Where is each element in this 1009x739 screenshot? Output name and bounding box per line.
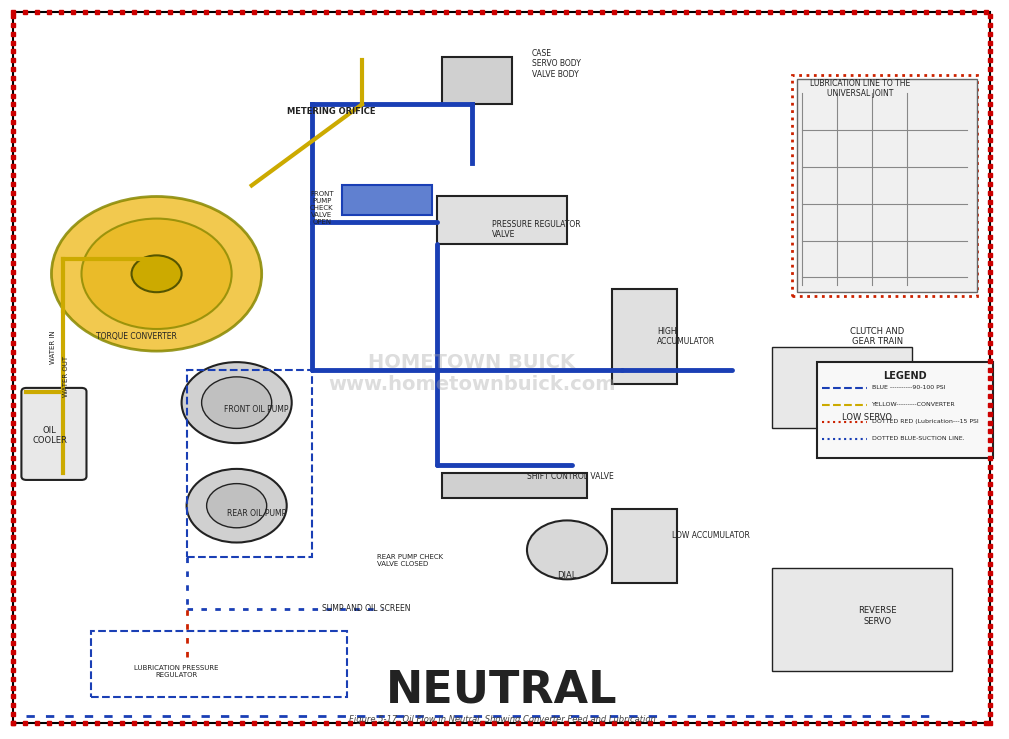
Text: OIL
COOLER: OIL COOLER <box>32 426 67 446</box>
Text: LUBRICATION PRESSURE
REGULATOR: LUBRICATION PRESSURE REGULATOR <box>134 665 219 678</box>
Text: DOTTED RED (Lubrication---15 PSI: DOTTED RED (Lubrication---15 PSI <box>873 419 979 424</box>
Text: DOTTED BLUE-SUCTION LINE.: DOTTED BLUE-SUCTION LINE. <box>873 436 965 441</box>
Text: LOW ACCUMULATOR: LOW ACCUMULATOR <box>672 531 750 539</box>
Text: REVERSE
SERVO: REVERSE SERVO <box>858 607 897 626</box>
Text: NEUTRAL: NEUTRAL <box>386 668 618 711</box>
Bar <box>792 75 978 296</box>
Circle shape <box>51 197 261 351</box>
Text: LOW SERVO: LOW SERVO <box>843 413 892 422</box>
Circle shape <box>187 469 287 542</box>
Circle shape <box>182 362 292 443</box>
Text: SHIFT CONTROL VALVE: SHIFT CONTROL VALVE <box>527 471 613 481</box>
Text: YELLOW---------CONVERTER: YELLOW---------CONVERTER <box>873 402 956 407</box>
Text: PRESSURE REGULATOR
VALVE: PRESSURE REGULATOR VALVE <box>492 220 580 239</box>
Text: WATER IN: WATER IN <box>50 330 57 364</box>
FancyBboxPatch shape <box>21 388 87 480</box>
Text: HOMETOWN BUICK
www.hometownbuick.com: HOMETOWN BUICK www.hometownbuick.com <box>328 353 615 394</box>
Text: HIGH
ACCUMULATOR: HIGH ACCUMULATOR <box>657 327 715 346</box>
Text: SUMP AND OIL SCREEN: SUMP AND OIL SCREEN <box>322 605 411 613</box>
Bar <box>342 185 432 215</box>
Bar <box>612 509 677 583</box>
Bar <box>442 57 512 104</box>
Text: METERING ORIFICE: METERING ORIFICE <box>287 107 375 116</box>
Text: REAR PUMP CHECK
VALVE CLOSED: REAR PUMP CHECK VALVE CLOSED <box>376 554 443 568</box>
Text: FRONT OIL PUMP: FRONT OIL PUMP <box>224 406 289 415</box>
Bar <box>92 631 347 697</box>
Circle shape <box>131 256 182 292</box>
Text: FRONT
PUMP
CHECK
VALVE
OPEN: FRONT PUMP CHECK VALVE OPEN <box>310 191 334 225</box>
Text: DIAL: DIAL <box>557 571 577 580</box>
Bar <box>612 288 677 384</box>
Bar <box>442 472 587 498</box>
Text: BLUE ----------90-100 PSI: BLUE ----------90-100 PSI <box>873 386 945 390</box>
Text: WATER OUT: WATER OUT <box>64 356 70 398</box>
Bar <box>187 370 312 557</box>
Text: TORQUE CONVERTER: TORQUE CONVERTER <box>96 332 177 341</box>
Bar <box>772 568 952 671</box>
Text: Figure 5-17. Oil Flow in Neutral, Showing Converter Feed and Lubrication: Figure 5-17. Oil Flow in Neutral, Showin… <box>348 715 655 723</box>
Circle shape <box>207 483 266 528</box>
Bar <box>437 197 567 245</box>
Text: LEGEND: LEGEND <box>883 371 926 381</box>
Bar <box>772 347 912 429</box>
Text: CLUTCH AND
GEAR TRAIN: CLUTCH AND GEAR TRAIN <box>851 327 904 346</box>
Text: LUBRICATION LINE TO THE
UNIVERSAL JOINT: LUBRICATION LINE TO THE UNIVERSAL JOINT <box>810 78 910 98</box>
Circle shape <box>202 377 271 429</box>
Bar <box>817 362 993 458</box>
Text: CASE
SERVO BODY
VALVE BODY: CASE SERVO BODY VALVE BODY <box>532 49 581 79</box>
Circle shape <box>527 520 607 579</box>
Bar <box>797 78 978 292</box>
Circle shape <box>82 219 232 329</box>
Text: REAR OIL PUMP: REAR OIL PUMP <box>227 508 286 517</box>
